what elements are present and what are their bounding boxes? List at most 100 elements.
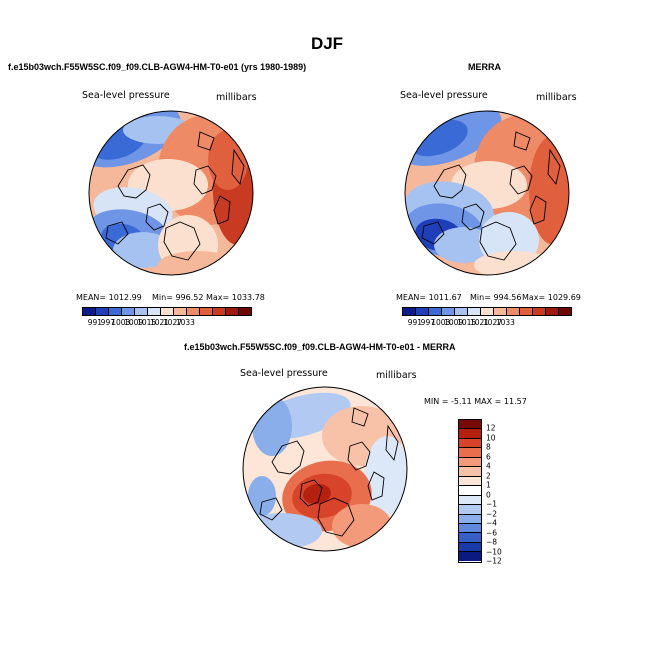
colorbar-swatch — [459, 533, 481, 543]
difference-polar-map — [242, 386, 408, 552]
colorbar-swatch — [459, 476, 481, 487]
colorbar-swatch — [403, 308, 416, 315]
coastline — [367, 471, 385, 501]
model-colorbar-ticks: 991 997 1003 1009 1015 1021 1027 1033 — [82, 318, 250, 328]
colorbar-tick-label: −1 — [486, 499, 498, 509]
colorbar-tick-label: −2 — [486, 509, 498, 519]
colorbar-tick-label: 0 — [486, 490, 491, 500]
colorbar-tick-label: 991 — [87, 318, 103, 327]
model-max-stat: Max= 1033.78 — [206, 293, 265, 302]
colorbar-tick-label: 1003 — [431, 318, 451, 327]
coastline — [479, 221, 517, 261]
colorbar-tick-label: 2 — [486, 471, 491, 481]
model-subtitle: f.e15b03wch.F55W5SC.f09_f09.CLB-AGW4-HM-… — [8, 62, 307, 72]
colorbar-swatch — [459, 542, 481, 553]
colorbar-tick-label: 1021 — [149, 318, 170, 327]
colorbar-tick-label: 1015 — [457, 318, 477, 327]
colorbar-tick-label: 1033 — [495, 318, 515, 327]
colorbar-swatch — [455, 308, 468, 315]
colorbar-swatch — [442, 308, 455, 315]
colorbar-tick-label: 1021 — [469, 318, 490, 327]
merra-variable-label: Sea-level pressure — [400, 90, 488, 101]
coastline — [145, 203, 169, 231]
merra-colorbar-ticks: 991 997 1003 1009 1015 1021 1027 1033 — [402, 318, 570, 328]
colorbar-swatch — [429, 308, 442, 315]
difference-subtitle: f.e15b03wch.F55W5SC.f09_f09.CLB-AGW4-HM-… — [184, 342, 456, 352]
map-boundary-circle — [242, 386, 408, 552]
coastline — [259, 497, 283, 521]
colorbar-tick-label: −4 — [486, 518, 498, 528]
colorbar-tick-label: −6 — [486, 528, 498, 538]
pressure-region — [529, 135, 569, 245]
merra-mean-stat: MEAN= 1011.67 — [396, 293, 462, 302]
pressure-region — [248, 476, 276, 516]
colorbar-tick-label: 8 — [486, 442, 491, 452]
coastline — [547, 148, 561, 186]
coastline — [231, 148, 245, 186]
colorbar-swatch — [481, 308, 494, 315]
model-min-stat: Min= 996.52 — [152, 293, 204, 302]
colorbar-tick-label: 10 — [486, 433, 496, 443]
colorbar-swatch — [459, 552, 481, 561]
colorbar-swatch — [459, 429, 481, 439]
colorbar-tick-label: 1009 — [124, 318, 144, 327]
coastline — [193, 165, 217, 195]
pressure-region — [303, 483, 331, 505]
colorbar-swatch — [459, 457, 481, 468]
colorbar-swatch — [468, 308, 481, 315]
colorbar-swatch — [459, 523, 481, 534]
colorbar-tick-label: 1003 — [111, 318, 131, 327]
merra-polar-map — [404, 110, 570, 276]
coastline — [271, 440, 305, 475]
merra-min-stat: Min= 994.56 — [470, 293, 522, 302]
coastline — [433, 164, 467, 199]
colorbar-swatch — [122, 308, 135, 315]
coastline — [117, 164, 151, 199]
merra-colorbar — [402, 307, 572, 316]
colorbar-tick-label: 4 — [486, 461, 491, 471]
colorbar-tick-label: 1015 — [137, 318, 157, 327]
colorbar-tick-label: 991 — [407, 318, 423, 327]
coastline — [421, 221, 445, 245]
model-variable-label: Sea-level pressure — [82, 90, 170, 101]
colorbar-swatch — [109, 308, 122, 315]
model-polar-map — [88, 110, 254, 276]
colorbar-tick-label: 12 — [486, 423, 496, 433]
pressure-region — [243, 513, 322, 549]
colorbar-swatch — [459, 486, 481, 496]
colorbar-tick-label: 997 — [420, 318, 436, 327]
pressure-region — [332, 504, 392, 548]
colorbar-swatch — [148, 308, 161, 315]
difference-units-label: millibars — [376, 370, 417, 381]
colorbar-swatch — [507, 308, 520, 315]
colorbar-swatch — [96, 308, 109, 315]
colorbar-swatch — [459, 438, 481, 449]
merra-max-stat: Max= 1029.69 — [522, 293, 581, 302]
coastline — [317, 497, 355, 537]
merra-subtitle: MERRA — [468, 62, 501, 72]
difference-colorbar-ticks: 12 10 8 6 4 2 1 0 −1 −2 −4 −6 −8 −10 −12 — [486, 419, 516, 566]
coastline — [385, 424, 399, 462]
coastline — [513, 131, 531, 151]
model-units-label: millibars — [216, 92, 257, 103]
colorbar-tick-label: 997 — [100, 318, 116, 327]
coastline — [529, 195, 547, 225]
colorbar-swatch — [494, 308, 507, 315]
pressure-region — [365, 436, 407, 516]
colorbar-swatch — [459, 467, 481, 477]
colorbar-tick-label: −10 — [486, 547, 502, 557]
colorbar-swatch — [546, 308, 559, 315]
colorbar-swatch — [559, 308, 571, 315]
colorbar-swatch — [459, 505, 481, 515]
colorbar-swatch — [533, 308, 546, 315]
colorbar-tick-label: 1 — [486, 480, 491, 490]
colorbar-swatch — [226, 308, 239, 315]
colorbar-tick-label: 1033 — [175, 318, 195, 327]
colorbar-swatch — [187, 308, 200, 315]
pressure-region — [252, 396, 292, 456]
colorbar-swatch — [213, 308, 226, 315]
colorbar-swatch — [174, 308, 187, 315]
colorbar-tick-label: 1009 — [444, 318, 464, 327]
colorbar-swatch — [239, 308, 251, 315]
colorbar-swatch — [83, 308, 96, 315]
